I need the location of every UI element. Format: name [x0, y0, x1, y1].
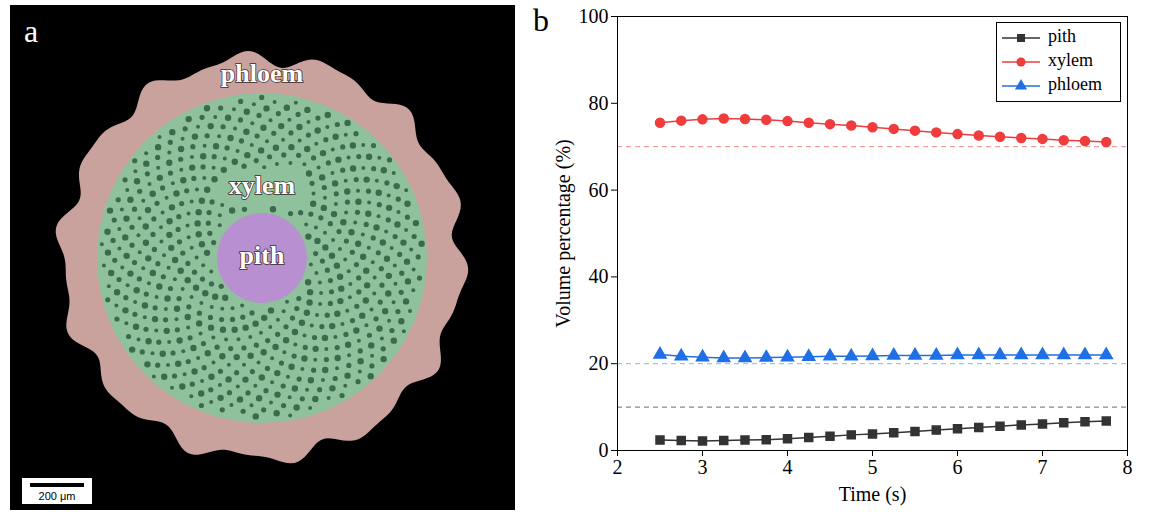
svg-text:a: a	[24, 13, 38, 49]
svg-text:20: 20	[589, 352, 609, 374]
svg-text:40: 40	[589, 265, 609, 287]
svg-text:phloem: phloem	[1048, 74, 1102, 94]
svg-text:0: 0	[599, 439, 609, 461]
svg-text:7: 7	[1038, 456, 1048, 478]
svg-text:2: 2	[613, 456, 623, 478]
svg-text:80: 80	[589, 92, 609, 114]
svg-text:Time (s): Time (s)	[839, 483, 907, 506]
svg-text:4: 4	[783, 456, 793, 478]
svg-text:xylem: xylem	[1048, 50, 1093, 70]
svg-text:60: 60	[589, 179, 609, 201]
svg-text:phloem: phloem	[221, 59, 304, 88]
svg-text:xylem: xylem	[229, 171, 296, 200]
svg-text:Volume percentage (%): Volume percentage (%)	[552, 139, 575, 327]
svg-text:200 μm: 200 μm	[39, 490, 76, 502]
svg-text:8: 8	[1123, 456, 1133, 478]
svg-text:6: 6	[953, 456, 963, 478]
svg-text:pith: pith	[1048, 26, 1076, 46]
svg-text:pith: pith	[240, 241, 285, 270]
html-text:b: b	[533, 2, 549, 38]
svg-text:100: 100	[579, 5, 609, 27]
svg-text:3: 3	[698, 456, 708, 478]
svg-text:5: 5	[868, 456, 878, 478]
